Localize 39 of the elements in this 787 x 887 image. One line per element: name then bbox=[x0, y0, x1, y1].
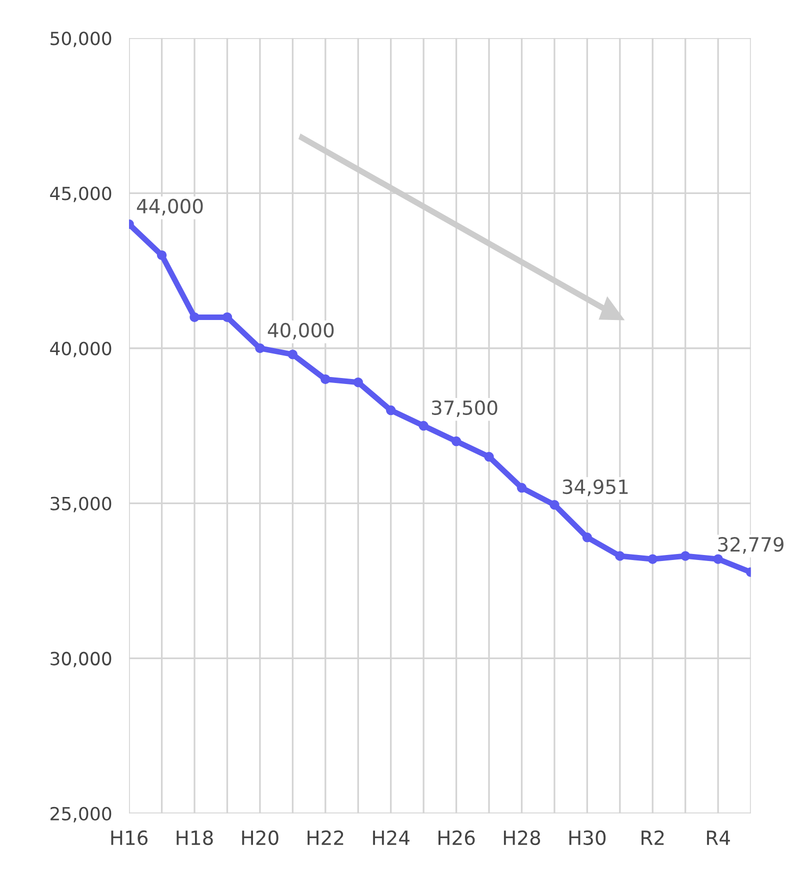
data-label: 34,951 bbox=[562, 479, 628, 496]
point bbox=[222, 312, 232, 322]
x-tick-label: H22 bbox=[308, 830, 344, 845]
x-tick-label: H20 bbox=[242, 830, 278, 846]
y-tick-label: 25,000 bbox=[50, 806, 112, 822]
point bbox=[484, 452, 494, 462]
point bbox=[320, 374, 330, 384]
point bbox=[648, 554, 658, 564]
y-tick-label: 30,000 bbox=[50, 652, 112, 668]
data-label: 40,000 bbox=[268, 322, 334, 340]
x-tick-label: H30 bbox=[569, 830, 606, 846]
x-tick-label: H26 bbox=[438, 830, 475, 846]
point bbox=[516, 482, 527, 493]
point bbox=[615, 551, 625, 561]
point bbox=[255, 343, 265, 354]
x-tick-label: R2 bbox=[642, 830, 664, 845]
x-tick-label: H28 bbox=[504, 830, 540, 846]
point bbox=[156, 250, 167, 260]
x-tick-label: R4 bbox=[707, 830, 730, 845]
point bbox=[288, 350, 298, 360]
point bbox=[451, 436, 462, 446]
y-tick-label: 50,000 bbox=[50, 32, 112, 48]
point bbox=[353, 377, 363, 388]
y-tick-label: 40,000 bbox=[50, 342, 112, 358]
data-label: 32,779 bbox=[718, 537, 784, 554]
point bbox=[190, 312, 200, 322]
point bbox=[713, 554, 723, 564]
y-tick-label: 35,000 bbox=[50, 496, 112, 512]
data-label: 44,000 bbox=[136, 198, 203, 216]
x-tick-label: H16 bbox=[111, 830, 148, 846]
point bbox=[550, 500, 560, 510]
x-tick-label: H24 bbox=[373, 830, 410, 845]
point bbox=[680, 551, 690, 561]
y-tick-label: 45,000 bbox=[50, 186, 112, 202]
point bbox=[386, 405, 396, 416]
point bbox=[418, 420, 428, 431]
point bbox=[582, 532, 592, 542]
data-label: 37,500 bbox=[432, 400, 498, 418]
x-tick-label: H18 bbox=[176, 830, 213, 846]
